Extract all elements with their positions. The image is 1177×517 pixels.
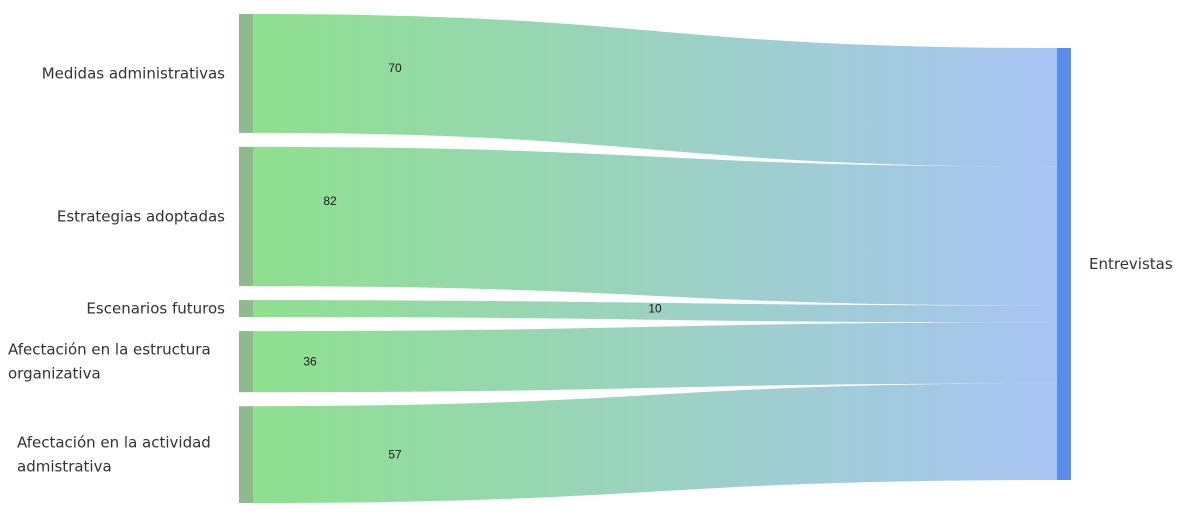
node-label-entrevistas: Entrevistas <box>1089 255 1173 273</box>
node-label-afectacion-en-la-estructura-organizativa: Afectación en la estructura organizativa <box>8 341 211 383</box>
node-label-estrategias-adoptadas: Estrategias adoptadas <box>57 207 225 225</box>
node-medidas-administrativas[interactable] <box>239 14 253 133</box>
link-estrategias-adoptadas[interactable] <box>253 146 1057 306</box>
node-escenarios-futuros[interactable] <box>239 300 253 318</box>
nodes-layer <box>239 14 1071 503</box>
node-afectacion-en-la-actividad-admistrativa[interactable] <box>239 406 253 503</box>
link-afectacion-en-la-actividad-admistrativa[interactable] <box>253 383 1057 503</box>
value-label-escenarios-futuros: 10 <box>648 302 662 316</box>
link-medidas-administrativas[interactable] <box>253 14 1057 167</box>
labels-layer: 70 Medidas administrativas 82 Estrategias a… <box>8 61 1173 476</box>
node-afectacion-en-la-estructura-organizativa[interactable] <box>239 331 253 393</box>
value-label-afectacion-en-la-actividad-admistrativa: 57 <box>388 448 402 462</box>
links-layer <box>253 14 1057 503</box>
value-label-estrategias-adoptadas: 82 <box>323 194 337 208</box>
link-escenarios-futuros[interactable] <box>253 300 1057 323</box>
node-label-afectacion-en-la-actividad-admistrativa: Afectación en la actividad admistrativa <box>17 434 211 476</box>
node-label-medidas-administrativas: Medidas administrativas <box>42 64 225 82</box>
link-afectacion-en-la-estructura-organizativa[interactable] <box>253 322 1057 393</box>
value-label-medidas-administrativas: 70 <box>388 61 402 75</box>
node-label-escenarios-futuros: Escenarios futuros <box>86 300 225 318</box>
node-estrategias-adoptadas[interactable] <box>239 146 253 287</box>
value-label-afectacion-en-la-estructura-organizativa: 36 <box>303 355 317 369</box>
node-entrevistas[interactable] <box>1057 48 1071 480</box>
